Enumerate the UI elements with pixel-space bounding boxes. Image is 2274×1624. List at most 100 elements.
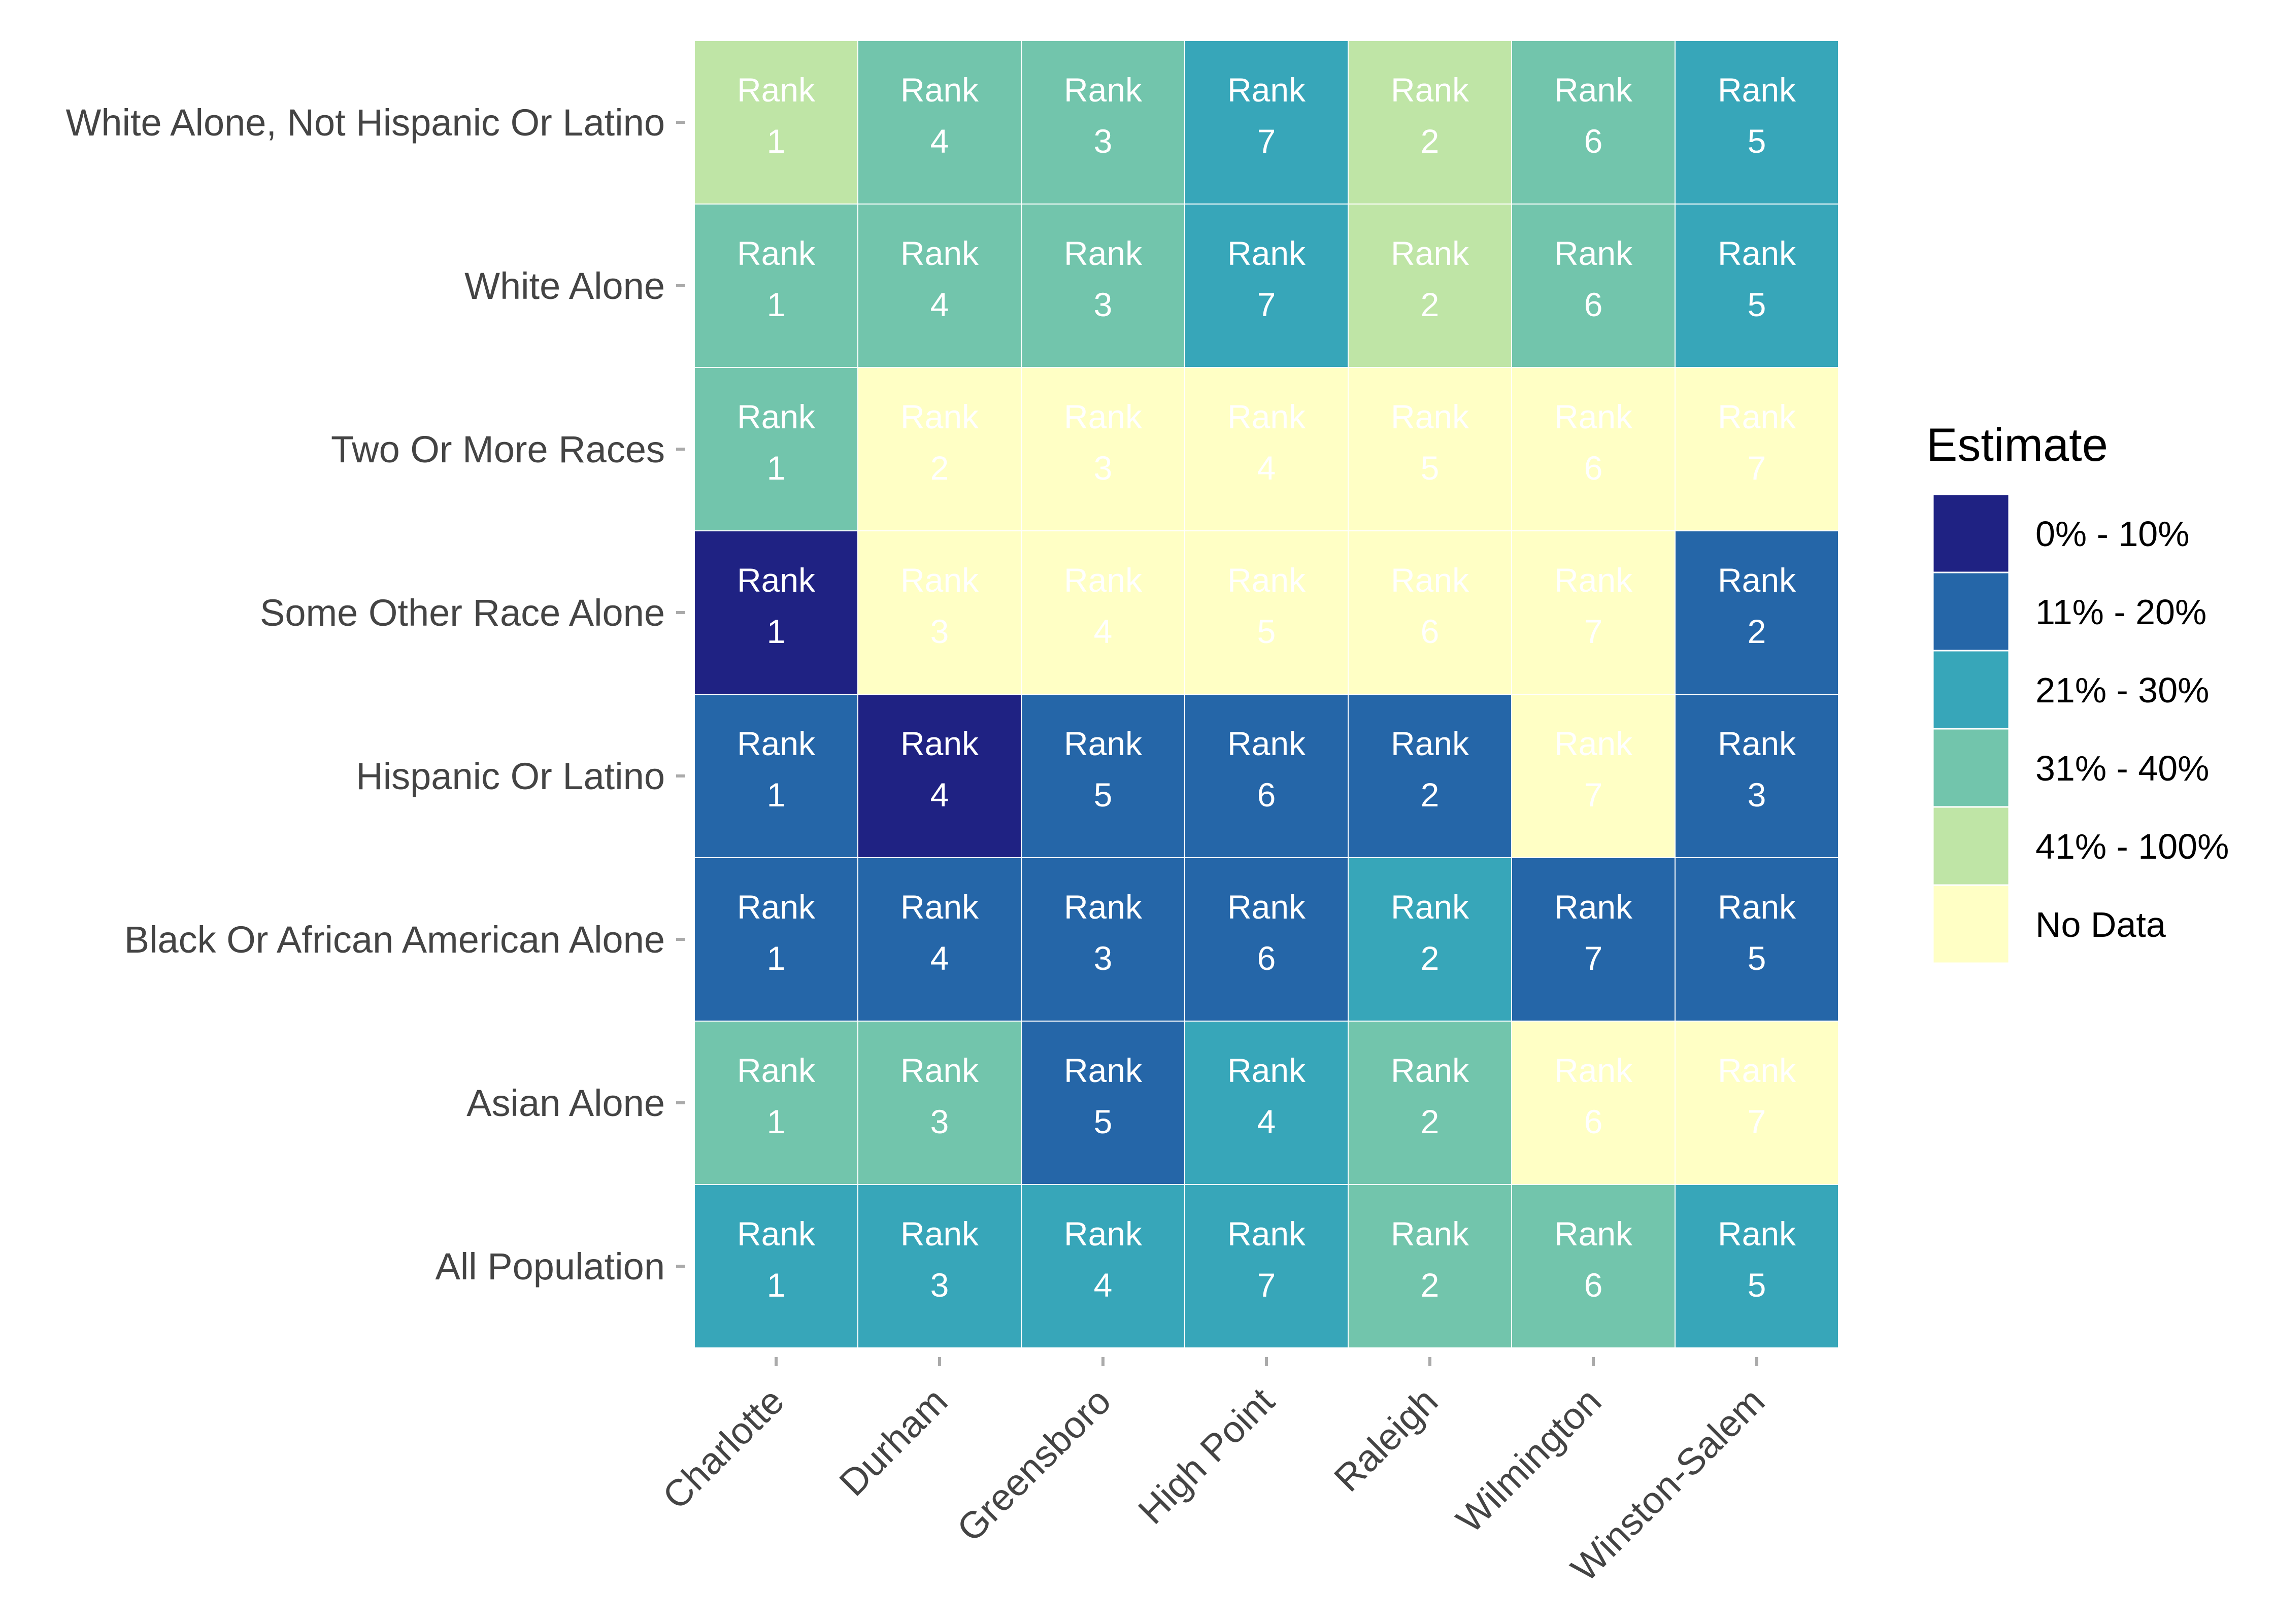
cell-label-value: 1 <box>767 1103 786 1140</box>
cell-label-rank: Rank <box>900 1052 979 1089</box>
x-tick-label: High Point <box>1130 1379 1282 1532</box>
cell-label-rank: Rank <box>1227 1052 1306 1089</box>
heatmap-cell-rect <box>857 367 1022 531</box>
cell-label-value: 2 <box>1421 122 1440 160</box>
cell-label-value: 4 <box>1257 449 1276 487</box>
cell-label-rank: Rank <box>737 888 816 926</box>
heatmap-cell: Rank 1 <box>694 694 858 858</box>
cell-label-rank: Rank <box>900 1215 979 1253</box>
heatmap-cell: Rank 5 <box>1021 694 1185 858</box>
cell-label-rank: Rank <box>1391 398 1469 435</box>
heatmap-cell: Rank 3 <box>1021 857 1185 1022</box>
cell-label-value: 5 <box>1748 1266 1766 1304</box>
heatmap-cell-rect <box>694 204 858 368</box>
heatmap-cell: Rank 6 <box>1511 40 1676 205</box>
cell-label-value: 1 <box>767 1266 786 1304</box>
cell-label-value: 4 <box>930 122 949 160</box>
heatmap-cell-rect <box>1021 694 1185 858</box>
cell-label-rank: Rank <box>1064 725 1143 762</box>
heatmap-cell: Rank 5 <box>1675 857 1839 1022</box>
heatmap-cell-rect <box>1511 1184 1676 1348</box>
cell-label-value: 7 <box>1257 1266 1276 1304</box>
y-tick-label: White Alone <box>464 265 665 307</box>
x-tick-label: Wilmington <box>1448 1380 1609 1541</box>
heatmap-cell: Rank 4 <box>1184 367 1349 531</box>
heatmap-cell-rect <box>1348 204 1512 368</box>
heatmap-cell-rect <box>1511 694 1676 858</box>
heatmap-cell-rect <box>1675 857 1839 1022</box>
cell-label-value: 3 <box>1094 939 1113 977</box>
legend-swatch <box>1932 571 2010 652</box>
cell-label-rank: Rank <box>1064 1052 1143 1089</box>
cell-label-rank: Rank <box>1391 561 1469 599</box>
cell-label-value: 5 <box>1257 613 1276 650</box>
legend-item: 21% - 30% <box>1932 650 2209 730</box>
cell-label-value: 3 <box>1094 449 1113 487</box>
heatmap-cell: Rank 2 <box>1348 40 1512 205</box>
legend-label: No Data <box>2035 905 2166 944</box>
legend-label: 41% - 100% <box>2035 827 2229 866</box>
y-tick-label: Two Or More Races <box>331 428 665 470</box>
cell-label-rank: Rank <box>1227 561 1306 599</box>
cell-label-rank: Rank <box>737 398 816 435</box>
heatmap-cell-rect <box>1675 530 1839 695</box>
cell-label-rank: Rank <box>1227 71 1306 109</box>
cell-label-value: 3 <box>1748 776 1766 814</box>
heatmap-cell-rect <box>1511 530 1676 695</box>
heatmap-cell: Rank 6 <box>1511 204 1676 368</box>
heatmap-cell: Rank 7 <box>1184 1184 1349 1348</box>
cell-label-rank: Rank <box>1718 561 1796 599</box>
heatmap-cell: Rank 3 <box>857 530 1022 695</box>
heatmap-cell: Rank 1 <box>694 40 858 205</box>
legend-swatch <box>1932 650 2010 730</box>
cell-label-rank: Rank <box>900 725 979 762</box>
cell-label-value: 5 <box>1748 286 1766 323</box>
heatmap-cell-rect <box>1675 40 1839 205</box>
heatmap-cell-rect <box>694 530 858 695</box>
cell-label-rank: Rank <box>1554 234 1633 272</box>
heatmap-cell-rect <box>694 1184 858 1348</box>
heatmap-cell-rect <box>1511 204 1676 368</box>
cell-label-rank: Rank <box>1064 561 1143 599</box>
cell-label-value: 3 <box>1094 122 1113 160</box>
heatmap-cell: Rank 1 <box>694 530 858 695</box>
legend-item: 11% - 20% <box>1932 571 2206 652</box>
cell-label-value: 5 <box>1748 122 1766 160</box>
cell-label-value: 4 <box>1094 1266 1113 1304</box>
cell-label-rank: Rank <box>1554 725 1633 762</box>
cell-label-value: 1 <box>767 939 786 977</box>
cell-label-value: 4 <box>930 939 949 977</box>
cell-label-rank: Rank <box>1718 725 1796 762</box>
cell-label-rank: Rank <box>1227 398 1306 435</box>
legend-swatch <box>1932 806 2010 886</box>
heatmap-cell-rect <box>857 857 1022 1022</box>
legend-items: 0% - 10% 11% - 20% 21% - 30% 31% - 40% 41% -… <box>1932 493 2229 964</box>
heatmap-cell-rect <box>1348 857 1512 1022</box>
heatmap-cell: Rank 5 <box>1675 1184 1839 1348</box>
cell-label-rank: Rank <box>1227 1215 1306 1253</box>
legend: Estimate 0% - 10% 11% - 20% 21% - 30% 31% -… <box>1926 419 2229 964</box>
heatmap-cell-rect <box>1511 40 1676 205</box>
cell-label-rank: Rank <box>1227 888 1306 926</box>
cell-label-rank: Rank <box>737 1215 816 1253</box>
y-tick-label: Asian Alone <box>466 1082 665 1124</box>
cell-label-value: 6 <box>1584 1103 1603 1140</box>
cell-label-value: 1 <box>767 449 786 487</box>
heatmap-cell: Rank 1 <box>694 1184 858 1348</box>
heatmap-cell-rect <box>1675 694 1839 858</box>
legend-item: No Data <box>1932 884 2166 964</box>
cell-label-value: 6 <box>1584 449 1603 487</box>
heatmap-cell: Rank 4 <box>857 694 1022 858</box>
cell-label-rank: Rank <box>737 561 816 599</box>
heatmap-cell-rect <box>1675 367 1839 531</box>
cell-label-rank: Rank <box>1554 71 1633 109</box>
legend-item: 0% - 10% <box>1932 493 2189 573</box>
heatmap-cell: Rank 4 <box>1021 530 1185 695</box>
cell-label-rank: Rank <box>900 71 979 109</box>
heatmap-cell-rect <box>1348 367 1512 531</box>
cell-label-value: 2 <box>1421 1103 1440 1140</box>
heatmap-cell: Rank 5 <box>1021 1021 1185 1185</box>
heatmap-cell: Rank 2 <box>1348 1184 1512 1348</box>
cell-label-rank: Rank <box>1391 725 1469 762</box>
